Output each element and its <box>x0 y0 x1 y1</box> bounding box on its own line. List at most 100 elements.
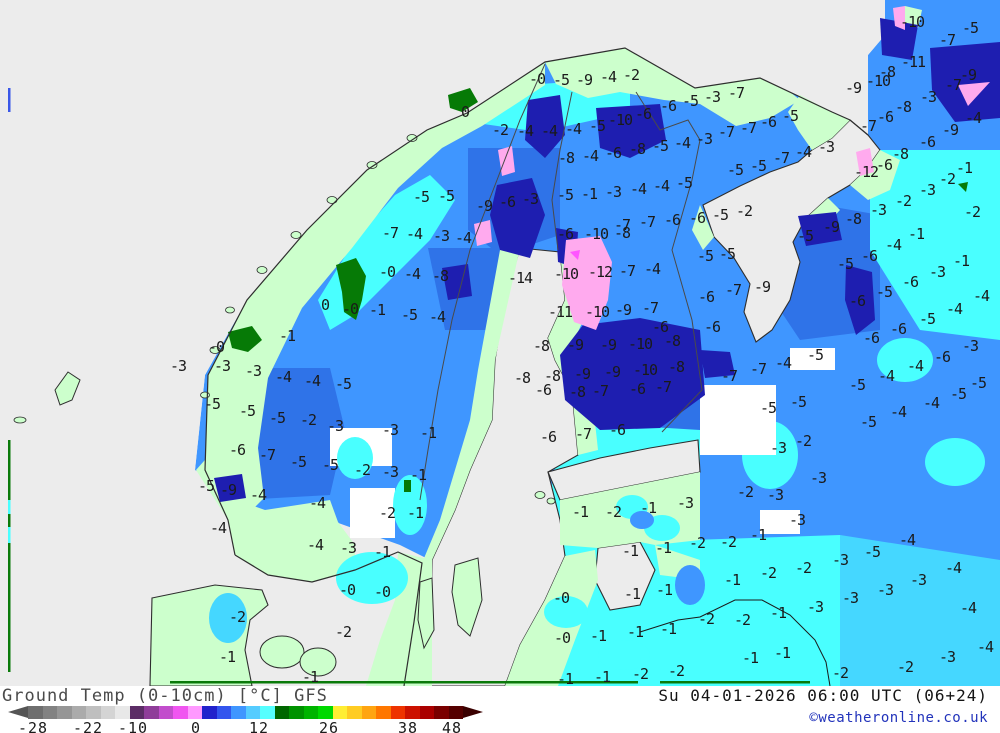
colorbar-tick: -28 <box>17 719 49 733</box>
south-norway-coast <box>196 452 355 582</box>
temp-label: -2 <box>964 203 980 221</box>
temp-label: -2 <box>736 202 752 220</box>
temp-label: -0 <box>553 589 570 607</box>
panel-edge-lines <box>8 88 810 684</box>
temp-label: -2 <box>734 611 750 629</box>
temp-label: -6 <box>698 288 715 306</box>
colorbar-wrap <box>0 706 1000 719</box>
colorbar-segment <box>448 706 463 719</box>
temp-label: -1 <box>742 649 759 667</box>
temp-label: -7 <box>639 213 655 231</box>
colorbar-segment <box>361 706 376 719</box>
temp-label: -2 <box>689 534 705 552</box>
temp-label: -0 <box>379 263 396 281</box>
colorbar-segment <box>332 706 347 719</box>
temp-label: -9 <box>615 301 632 319</box>
temp-label: -4 <box>674 134 691 152</box>
colorbar-segment <box>202 706 217 719</box>
temp-label: -2 <box>632 665 648 683</box>
temp-label: -5 <box>335 375 351 393</box>
temp-label: -8 <box>895 98 912 116</box>
temp-label: -4 <box>795 143 812 161</box>
temp-label: -0 <box>529 70 546 88</box>
colorbar-segment <box>28 706 43 719</box>
temp-label: -2 <box>492 121 508 139</box>
temp-label: -5 <box>962 19 978 37</box>
temp-label: -6 <box>535 381 552 399</box>
kanin-coast <box>788 95 850 150</box>
temp-label: -5 <box>797 227 813 245</box>
temp-label: -6 <box>902 273 919 291</box>
colorbar-segment <box>289 706 304 719</box>
temp-label: -1 <box>374 543 391 561</box>
temp-label: -10 <box>554 265 579 283</box>
temp-label: -11 <box>901 53 926 71</box>
copyright-link[interactable]: ©weatheronline.co.uk <box>809 710 988 726</box>
temp-label: -0 <box>342 300 359 318</box>
colorbar-segment <box>390 706 405 719</box>
temp-label: -6 <box>557 225 574 243</box>
temp-label: -3 <box>170 357 186 375</box>
temp-label: -9 <box>845 79 862 97</box>
white-patches <box>330 348 835 538</box>
sweden-west-coast <box>366 552 432 686</box>
temp-label: -4 <box>307 536 324 554</box>
temp-label: -1 <box>655 539 672 557</box>
temp-label: -5 <box>413 188 429 206</box>
temp-label: -3 <box>382 421 398 439</box>
colorbar-segment <box>42 706 57 719</box>
temp-label: -7 <box>575 425 591 443</box>
temp-label: -3 <box>677 494 693 512</box>
temp-label: -6 <box>704 318 721 336</box>
temp-label: -4 <box>455 229 472 247</box>
colorbar-segment <box>405 706 420 719</box>
temp-label: -3 <box>605 183 621 201</box>
temp-label: -1 <box>581 185 598 203</box>
temp-label: -10 <box>608 111 633 129</box>
pink-patches <box>474 6 990 330</box>
temp-label: -4 <box>890 403 907 421</box>
temp-label: -5 <box>557 186 573 204</box>
temp-label: -8 <box>668 358 685 376</box>
temp-label: -1 <box>774 644 791 662</box>
temp-label: -7 <box>642 299 658 317</box>
temp-label: -1 <box>572 503 589 521</box>
temp-label: -5 <box>864 543 880 561</box>
temp-label: -10 <box>633 361 658 379</box>
temp-label: -4 <box>275 368 292 386</box>
temp-label: -1 <box>219 648 236 666</box>
temp-label: -1 <box>627 623 644 641</box>
temp-label: -4 <box>878 367 895 385</box>
temp-label: -3 <box>245 362 261 380</box>
atlantic-sea <box>0 0 545 686</box>
temp-label: -1 <box>420 424 437 442</box>
temp-label: -7 <box>259 446 275 464</box>
temp-label: -3 <box>929 263 945 281</box>
temp-label: -7 <box>614 216 630 234</box>
temp-label: 0 <box>321 296 330 314</box>
temp-label: -5 <box>290 453 306 471</box>
temp-label: -2 <box>668 662 684 680</box>
temp-label: -4 <box>644 260 661 278</box>
temp-label: 0 <box>461 103 470 121</box>
temp-label: -4 <box>406 225 423 243</box>
temp-label: -1 <box>407 504 424 522</box>
temp-label: -5 <box>837 255 853 273</box>
temp-label: -10 <box>585 303 610 321</box>
temp-label: -3 <box>214 357 230 375</box>
temp-label: -9 <box>476 197 493 215</box>
colorbar-segment <box>158 706 173 719</box>
colorbar-segment <box>245 706 260 719</box>
temp-label: -8 <box>892 145 909 163</box>
temp-label: -5 <box>269 409 285 427</box>
temp-label: -4 <box>630 180 647 198</box>
temp-label: -1 <box>956 159 973 177</box>
temp-label: -3 <box>433 227 449 245</box>
colorbar-segment <box>231 706 246 719</box>
temp-label: -2 <box>720 533 736 551</box>
temp-label: -6 <box>876 156 893 174</box>
temp-label: -5 <box>807 346 823 364</box>
colorbar-tick: 12 <box>248 719 270 733</box>
temp-label: -7 <box>773 149 789 167</box>
temp-label: -3 <box>877 581 893 599</box>
